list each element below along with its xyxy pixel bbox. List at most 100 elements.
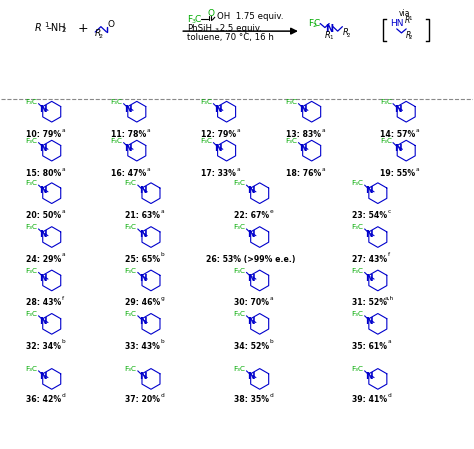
Text: R: R — [343, 28, 349, 37]
Text: 2.5 equiv.: 2.5 equiv. — [217, 24, 262, 33]
Text: N: N — [394, 144, 401, 153]
Text: a: a — [236, 128, 240, 133]
Text: F₃C: F₃C — [110, 138, 122, 144]
Text: R: R — [35, 22, 42, 32]
Text: PhSiH: PhSiH — [187, 24, 212, 33]
Text: F₃C: F₃C — [26, 224, 37, 230]
Text: F₃C: F₃C — [125, 311, 137, 317]
Text: 31: 52%: 31: 52% — [352, 298, 387, 307]
Text: N: N — [39, 144, 47, 153]
Text: a: a — [146, 128, 150, 133]
Text: F₃C: F₃C — [352, 180, 364, 186]
Text: 34: 52%: 34: 52% — [234, 342, 269, 351]
Text: 28: 43%: 28: 43% — [26, 298, 61, 307]
Text: d: d — [61, 393, 65, 398]
Text: a: a — [146, 167, 150, 172]
Text: N: N — [39, 317, 47, 326]
Text: F₃C: F₃C — [26, 366, 37, 372]
Text: N: N — [39, 230, 47, 239]
Text: F₃C: F₃C — [233, 311, 246, 317]
Text: F₃C: F₃C — [201, 138, 212, 144]
Text: d: d — [161, 393, 164, 398]
Text: b: b — [269, 339, 273, 344]
Text: N: N — [139, 274, 146, 283]
Text: 1: 1 — [330, 35, 333, 40]
Text: 13: 83%: 13: 83% — [286, 131, 321, 140]
Text: N: N — [214, 144, 222, 153]
Text: O: O — [208, 9, 215, 18]
Text: N: N — [300, 105, 307, 114]
Text: F₃C: F₃C — [201, 99, 212, 105]
Text: d: d — [387, 393, 391, 398]
Text: 10: 79%: 10: 79% — [26, 131, 61, 140]
Text: F₃C: F₃C — [285, 99, 297, 105]
Text: F₃C: F₃C — [233, 366, 246, 372]
Text: F: F — [308, 18, 313, 27]
Text: 17: 33%: 17: 33% — [201, 169, 236, 178]
Text: F₃C: F₃C — [352, 268, 364, 273]
Text: e: e — [269, 209, 273, 214]
Text: C: C — [194, 14, 201, 23]
Text: a: a — [269, 296, 273, 301]
Text: a: a — [236, 167, 240, 172]
Text: a: a — [61, 128, 65, 133]
Text: F₃C: F₃C — [125, 366, 137, 372]
Text: a: a — [61, 252, 65, 257]
Text: –NH: –NH — [47, 22, 67, 32]
Text: N: N — [394, 105, 401, 114]
Text: N: N — [39, 274, 47, 283]
Text: a: a — [387, 339, 391, 344]
Text: 3: 3 — [215, 28, 219, 33]
Text: f: f — [62, 296, 64, 301]
Text: 2: 2 — [409, 35, 412, 40]
Text: F₃C: F₃C — [352, 311, 364, 317]
Text: 19: 55%: 19: 55% — [380, 169, 415, 178]
Text: a: a — [416, 167, 419, 172]
Text: N: N — [247, 274, 255, 283]
Text: 30: 70%: 30: 70% — [234, 298, 269, 307]
Text: N: N — [139, 186, 146, 195]
Text: N: N — [365, 186, 373, 195]
Text: F₃C: F₃C — [26, 268, 37, 273]
Text: +: + — [78, 22, 89, 35]
Text: 1: 1 — [408, 16, 411, 21]
Text: F₃C: F₃C — [125, 268, 137, 273]
Text: c: c — [388, 209, 391, 214]
Text: F₃C: F₃C — [285, 138, 297, 144]
Text: 2: 2 — [99, 34, 103, 39]
Text: F₃C: F₃C — [125, 224, 137, 230]
Text: 3: 3 — [191, 19, 195, 24]
Text: 32: 34%: 32: 34% — [26, 342, 61, 351]
Text: R: R — [325, 31, 331, 40]
Text: N: N — [247, 317, 255, 326]
Text: 29: 46%: 29: 46% — [125, 298, 160, 307]
Text: F₃C: F₃C — [26, 180, 37, 186]
Text: F₃C: F₃C — [26, 138, 37, 144]
Text: 38: 35%: 38: 35% — [234, 396, 269, 405]
Text: F₃C: F₃C — [233, 268, 246, 273]
Text: N: N — [39, 372, 47, 381]
Text: 25: 65%: 25: 65% — [125, 255, 160, 264]
Text: toluene, 70 °C, 16 h: toluene, 70 °C, 16 h — [187, 33, 274, 42]
Text: 39: 41%: 39: 41% — [352, 396, 387, 405]
Text: R: R — [405, 16, 410, 25]
Text: F₃C: F₃C — [380, 138, 392, 144]
Text: F₃C: F₃C — [380, 99, 392, 105]
Text: b: b — [161, 339, 164, 344]
Text: N: N — [139, 317, 146, 326]
Text: N: N — [214, 105, 222, 114]
Text: 23: 54%: 23: 54% — [352, 211, 387, 220]
Text: N: N — [125, 144, 132, 153]
Text: 37: 20%: 37: 20% — [125, 396, 160, 405]
Text: F: F — [187, 14, 192, 23]
Text: C: C — [314, 18, 320, 27]
Text: 11: 78%: 11: 78% — [110, 131, 146, 140]
Text: a: a — [416, 128, 419, 133]
Text: a: a — [161, 209, 164, 214]
Text: N: N — [365, 372, 373, 381]
Text: F₃C: F₃C — [26, 99, 37, 105]
Text: N: N — [365, 230, 373, 239]
Text: N: N — [300, 144, 307, 153]
Text: 36: 42%: 36: 42% — [26, 396, 61, 405]
Text: 16: 47%: 16: 47% — [110, 169, 146, 178]
